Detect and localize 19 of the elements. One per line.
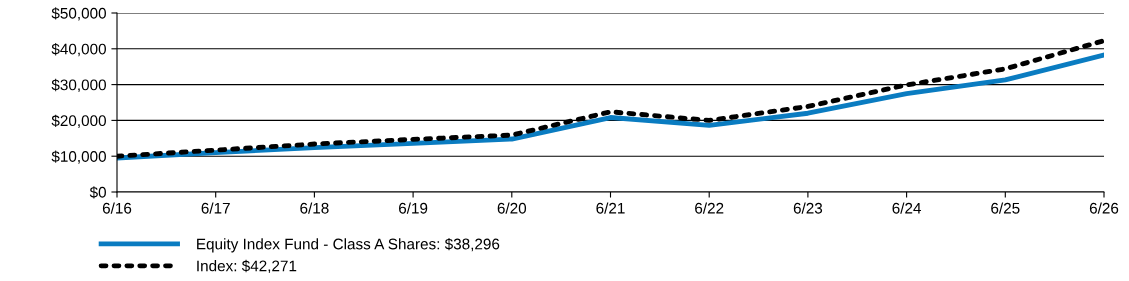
x-tick-label: 6/21	[596, 202, 625, 214]
legend-label: Equity Index Fund - Class A Shares: $38,296	[197, 237, 500, 253]
x-tick-label: 6/16	[102, 202, 132, 214]
x-tick-label: 6/20	[497, 202, 527, 214]
x-tick-label: 6/25	[991, 202, 1020, 214]
legend-label: Index: $42,271	[197, 259, 297, 274]
y-tick-label: $20,000	[51, 114, 106, 128]
x-tick-label: 6/18	[300, 202, 329, 214]
y-tick-label: $30,000	[51, 78, 106, 93]
x-tick-label: 6/26	[1089, 202, 1119, 214]
x-tick-label: 6/23	[793, 202, 823, 214]
y-tick-label: $0	[89, 186, 106, 199]
x-tick-label: 6/22	[695, 202, 724, 214]
y-tick-label: $40,000	[51, 43, 106, 57]
y-tick-label: $50,000	[51, 7, 106, 21]
x-tick-label: 6/19	[399, 202, 428, 214]
x-tick-label: 6/17	[201, 202, 230, 214]
y-tick-label: $10,000	[51, 150, 106, 164]
x-tick-label: 6/24	[892, 202, 922, 214]
